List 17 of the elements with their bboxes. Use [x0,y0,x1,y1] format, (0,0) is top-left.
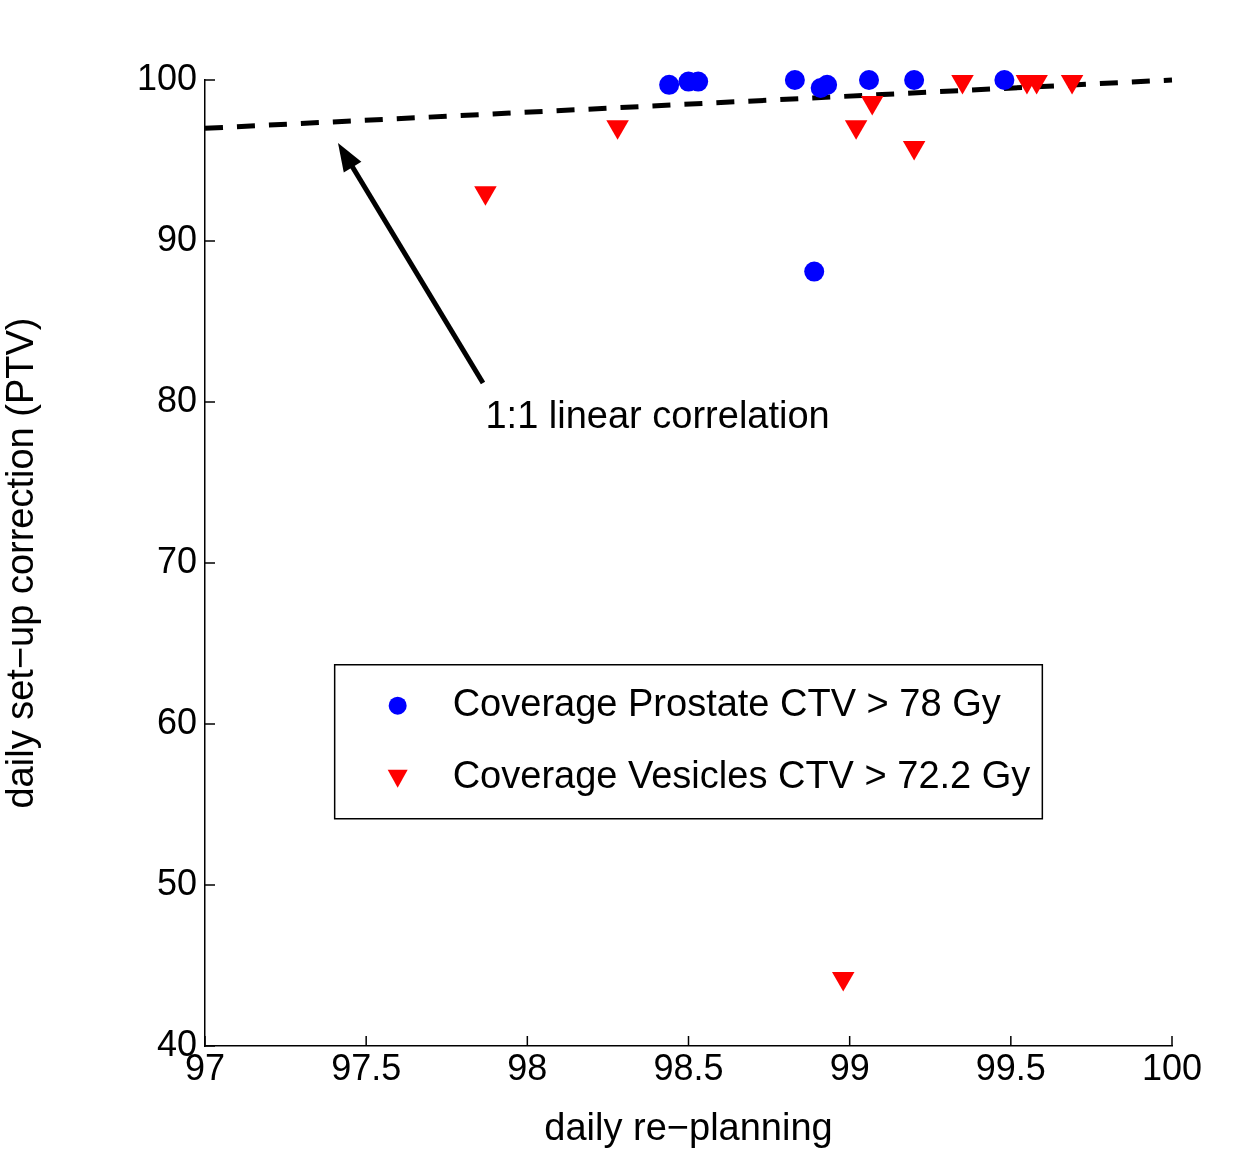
x-tick-label: 97.5 [331,1046,402,1088]
y-tick-label: 80 [156,378,197,420]
legend-label: Coverage Prostate CTV > 78 Gy [452,682,1001,725]
x-tick-label: 98.5 [653,1046,724,1088]
y-tick-label: 70 [156,539,197,581]
x-axis-title: daily re−planning [544,1105,833,1148]
y-tick-label: 100 [136,56,197,98]
legend-label: Coverage Vesicles CTV > 72.2 Gy [452,754,1031,797]
y-tick-label: 90 [156,217,197,259]
x-tick-label: 99.5 [975,1046,1046,1088]
annotation: 1:1 linear correlation [485,394,830,437]
x-tick-label: 100 [1141,1046,1203,1088]
y-tick-label: 50 [156,861,197,903]
x-tick-label: 98 [507,1046,548,1088]
y-axis-title: daily set−up correction (PTV) [0,317,42,809]
y-tick-label: 60 [156,700,197,742]
x-tick-label: 99 [829,1046,870,1088]
